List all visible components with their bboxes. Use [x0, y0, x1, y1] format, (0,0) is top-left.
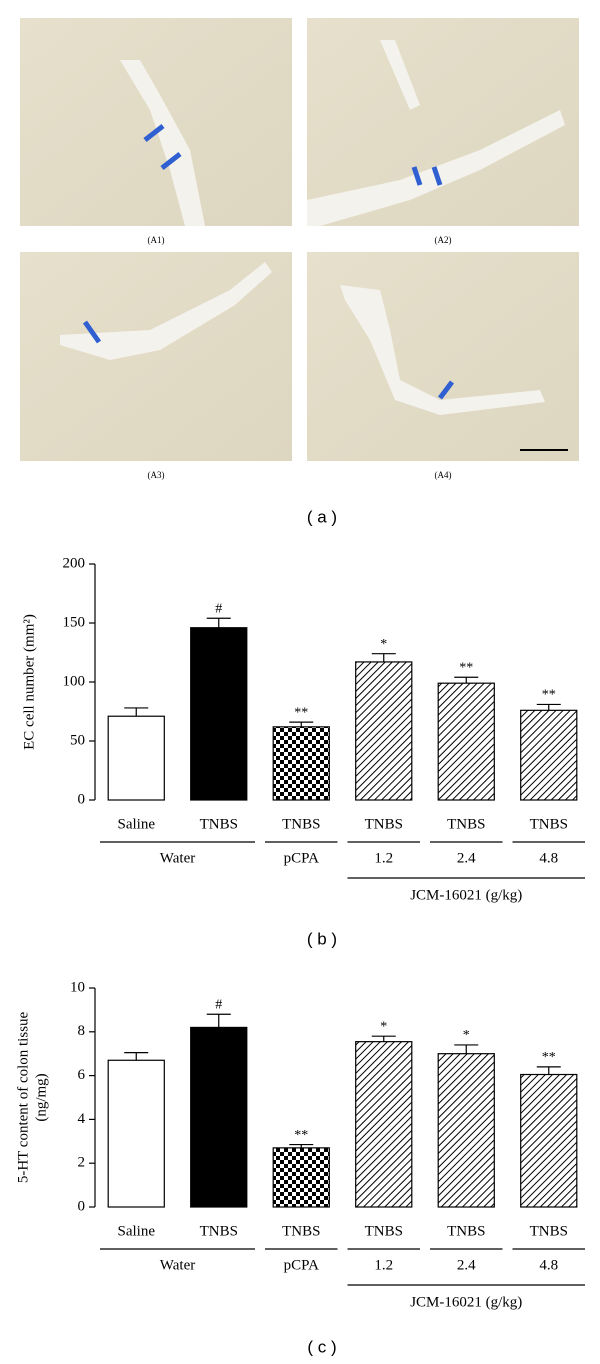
significance: **	[542, 688, 556, 703]
bar	[272, 726, 330, 801]
group-label: JCM-16021 (g/kg)	[410, 887, 522, 903]
group-label: 1.2	[374, 850, 393, 866]
group-label: pCPA	[284, 850, 319, 866]
arrow	[82, 320, 102, 344]
y-axis-label: 5-HT content of colon tissue	[15, 1011, 31, 1183]
panel-label: ( b )	[307, 929, 337, 948]
significance: **	[542, 1050, 556, 1065]
x-tick-label: TNBS	[530, 816, 568, 832]
panel-label: ( a )	[307, 507, 337, 526]
bar	[437, 682, 495, 801]
arrow	[411, 166, 443, 186]
micrograph	[307, 252, 579, 461]
significance: *	[380, 1019, 387, 1034]
arrow	[438, 380, 454, 400]
y-tick-label: 200	[63, 555, 86, 571]
lumen	[120, 60, 205, 226]
group-label: JCM-16021 (g/kg)	[410, 1294, 522, 1310]
y-axis-label: (ng/mg)	[33, 1073, 49, 1121]
image-label: (A4)	[435, 470, 452, 480]
x-tick-label: TNBS	[530, 1223, 568, 1239]
significance: **	[294, 1128, 308, 1143]
x-tick-label: TNBS	[447, 1223, 485, 1239]
significance: **	[294, 705, 308, 720]
x-tick-label: TNBS	[365, 816, 403, 832]
y-tick-label: 100	[63, 673, 86, 689]
significance: **	[459, 660, 473, 675]
group-label: 2.4	[457, 850, 476, 866]
bar	[355, 661, 413, 801]
x-tick-label: Saline	[118, 1223, 156, 1239]
significance: *	[380, 637, 387, 652]
bar	[437, 1053, 495, 1208]
image-label: (A2)	[435, 235, 452, 245]
x-tick-label: TNBS	[447, 816, 485, 832]
significance: *	[463, 1028, 470, 1043]
lumen	[307, 40, 565, 226]
y-tick-label: 8	[78, 1023, 86, 1039]
bar	[107, 1059, 165, 1208]
x-tick-label: TNBS	[365, 1223, 403, 1239]
micrographs: (A1) (A2) (A3) (A4)	[20, 18, 579, 480]
group-label: 4.8	[539, 850, 558, 866]
group-label: 2.4	[457, 1257, 476, 1273]
y-tick-label: 0	[78, 1198, 86, 1214]
y-axis-label: EC cell number (mm²)	[21, 614, 37, 750]
bar	[520, 709, 578, 801]
x-tick-label: TNBS	[200, 1223, 238, 1239]
y-tick-label: 0	[78, 791, 86, 807]
group-label: Water	[160, 1257, 195, 1273]
y-tick-label: 50	[70, 732, 85, 748]
lumen	[340, 285, 545, 415]
y-tick-label: 10	[70, 979, 85, 995]
lumen	[60, 262, 272, 360]
x-tick-label: Saline	[118, 816, 156, 832]
group-label: 1.2	[374, 1257, 393, 1273]
image-label: (A3)	[148, 470, 165, 480]
group-label: Water	[160, 850, 195, 866]
y-tick-label: 2	[78, 1155, 86, 1171]
bar	[355, 1041, 413, 1208]
arrow	[143, 124, 182, 170]
group-label: 4.8	[539, 1257, 558, 1273]
bar	[190, 627, 248, 801]
bar	[520, 1073, 578, 1208]
image-label: (A1)	[148, 235, 165, 245]
bar	[272, 1147, 330, 1208]
bar	[190, 1026, 248, 1208]
significance: #	[215, 601, 222, 616]
y-tick-label: 150	[63, 614, 86, 630]
x-tick-label: TNBS	[282, 1223, 320, 1239]
significance: #	[215, 997, 222, 1012]
x-tick-label: TNBS	[200, 816, 238, 832]
x-tick-label: TNBS	[282, 816, 320, 832]
panel-label: ( c )	[307, 1337, 336, 1356]
y-tick-label: 6	[78, 1067, 86, 1083]
bar	[107, 715, 165, 801]
y-tick-label: 4	[78, 1111, 86, 1127]
group-label: pCPA	[284, 1257, 319, 1273]
